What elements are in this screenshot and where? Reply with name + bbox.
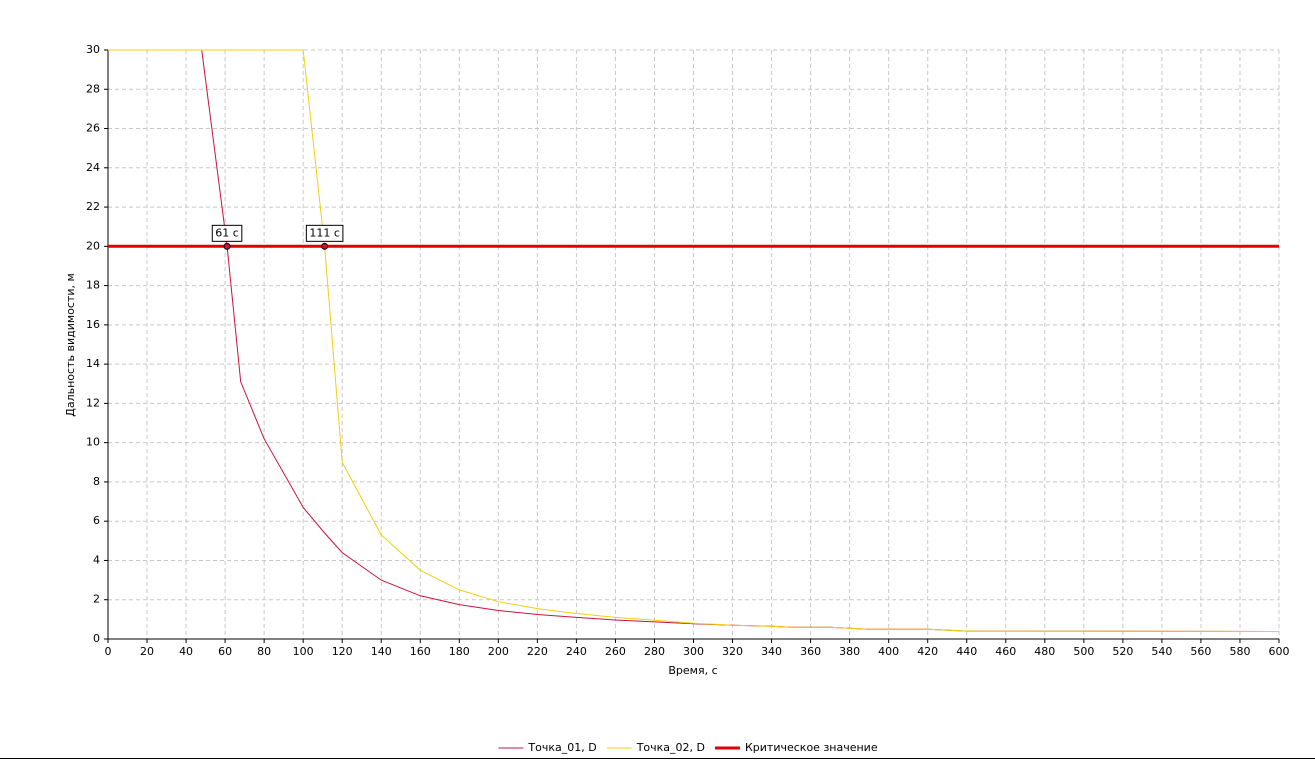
annotation-box: [305, 224, 344, 242]
x-tick-label: 260: [605, 645, 626, 658]
y-tick-label: 28: [86, 82, 100, 95]
x-tick-label: 540: [1151, 645, 1172, 658]
x-tick-label: 20: [140, 645, 154, 658]
x-tick-label: 340: [761, 645, 782, 658]
y-tick-label: 14: [86, 357, 100, 370]
x-tick-label: 560: [1190, 645, 1211, 658]
x-tick-label: 160: [410, 645, 431, 658]
x-tick-label: 420: [917, 645, 938, 658]
x-tick-label: 0: [105, 645, 112, 658]
y-tick-label: 2: [93, 593, 100, 606]
series-line: [108, 49, 1280, 632]
legend: Точка_01, D Точка_02, D Критическое значен…: [498, 741, 878, 754]
y-tick-label: 24: [86, 161, 100, 174]
annotation-label: 61 с: [215, 226, 239, 239]
annotation: 61 с: [211, 224, 243, 242]
x-tick-label: 460: [995, 645, 1016, 658]
x-tick-label: 600: [1269, 645, 1290, 658]
legend-label: Критическое значение: [745, 741, 878, 754]
x-tick-label: 220: [527, 645, 548, 658]
x-tick-label: 40: [179, 645, 193, 658]
y-tick-label: 4: [93, 553, 100, 566]
x-tick-label: 100: [293, 645, 314, 658]
y-tick-label: 30: [86, 43, 100, 56]
x-tick-label: 440: [956, 645, 977, 658]
x-tick-label: 200: [488, 645, 509, 658]
x-tick-label: 380: [839, 645, 860, 658]
y-tick-label: 16: [86, 318, 100, 331]
y-axis-label: Дальность видимости, м: [64, 273, 77, 417]
x-tick-label: 80: [257, 645, 271, 658]
y-tick-label: 26: [86, 122, 100, 135]
y-tick-label: 8: [93, 475, 100, 488]
annotation: 111 с: [305, 224, 344, 242]
legend-label: Точка_01, D: [527, 741, 596, 754]
x-tick-label: 580: [1229, 645, 1250, 658]
x-tick-label: 120: [332, 645, 353, 658]
y-tick-label: 0: [93, 632, 100, 645]
x-tick-label: 240: [566, 645, 587, 658]
annotation-box: [211, 224, 243, 242]
annotation-point: [223, 242, 231, 250]
x-tick-label: 480: [1034, 645, 1055, 658]
y-tick-label: 12: [86, 396, 100, 409]
x-tick-label: 360: [800, 645, 821, 658]
annotation-point: [321, 242, 329, 250]
y-tick-label: 6: [93, 514, 100, 527]
legend-label: Точка_02, D: [636, 741, 705, 754]
x-axis-label: Время, с: [668, 664, 717, 677]
x-tick-label: 320: [722, 645, 743, 658]
annotation-label: 111 с: [309, 226, 340, 239]
x-tick-label: 280: [644, 645, 665, 658]
x-tick-label: 500: [1073, 645, 1094, 658]
y-tick-label: 20: [86, 239, 100, 252]
y-tick-label: 10: [86, 436, 100, 449]
x-tick-label: 60: [218, 645, 232, 658]
y-tick-label: 18: [86, 279, 100, 292]
x-tick-label: 180: [449, 645, 470, 658]
x-tick-label: 300: [683, 645, 704, 658]
x-tick-label: 400: [878, 645, 899, 658]
y-tick-label: 22: [86, 200, 100, 213]
x-tick-label: 140: [371, 645, 392, 658]
x-tick-label: 520: [1112, 645, 1133, 658]
